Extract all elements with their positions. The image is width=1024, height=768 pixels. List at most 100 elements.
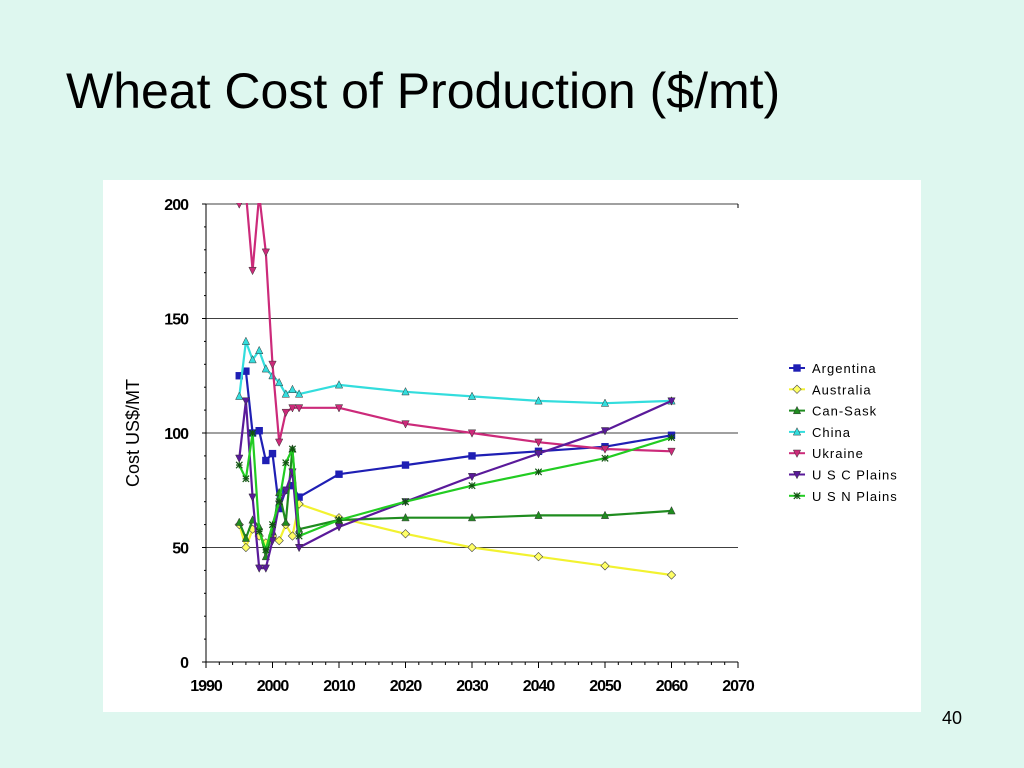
- data-point-ukraine: [334, 404, 344, 413]
- chart-panel: 0 50 100 150 200 1990 2000 2010 2020 2030 2040 205…: [103, 180, 921, 712]
- legend-label-china: China: [812, 425, 851, 440]
- data-point-can-sask: [241, 533, 251, 542]
- data-point-u-s-c-plains: [467, 473, 477, 482]
- data-point-u-s-c-plains: [534, 450, 543, 459]
- series-line-ukraine: [238, 203, 672, 453]
- y-tick-label: 50: [172, 541, 189, 558]
- data-point-china: [467, 391, 477, 400]
- data-point-china: [401, 387, 410, 396]
- data-point-australia: [287, 531, 298, 541]
- x-tick-label: 2040: [523, 678, 556, 695]
- data-point-china: [600, 398, 610, 407]
- legend-item-can-sask: Can-Sask: [789, 404, 876, 419]
- data-point-china: [294, 389, 304, 398]
- data-point-ukraine: [401, 420, 410, 429]
- data-point-u-s-n-plains: [275, 498, 283, 506]
- legend-label-u-s-c-plains: U S C Plains: [812, 468, 898, 483]
- page-number: 40: [942, 708, 963, 728]
- data-point-u-s-n-plains-stroke: [401, 498, 410, 506]
- data-point-u-s-n-plains-stroke: [295, 532, 303, 540]
- data-point-argentina: [401, 461, 410, 469]
- legend-label-australia: Australia: [812, 382, 872, 397]
- data-point-u-s-n-plains-stroke: [601, 454, 609, 462]
- series-line-argentina: [238, 370, 672, 510]
- data-point-ukraine: [534, 438, 543, 447]
- data-point-u-s-n-plains: [255, 527, 263, 536]
- data-point-ukraine: [248, 266, 257, 276]
- data-point-u-s-n-plains-stroke: [468, 482, 476, 490]
- data-point-u-s-n-plains: [248, 429, 257, 437]
- data-point-ukraine: [600, 445, 610, 454]
- data-point-ukraine: [294, 404, 304, 413]
- data-point-australia: [666, 570, 677, 580]
- data-point-u-s-n-plains: [601, 454, 609, 462]
- series-line-china: [238, 340, 672, 405]
- series-china: [235, 336, 676, 407]
- data-point-u-s-c-plains: [294, 544, 304, 553]
- data-point-u-s-c-plains: [255, 564, 264, 573]
- data-point-u-s-c-plains: [235, 454, 244, 463]
- data-point-china: [534, 396, 543, 405]
- legend-marker-u-s-c-plains: [792, 471, 802, 480]
- x-tick-label: 2060: [656, 678, 689, 695]
- x-tick-label: 2010: [323, 678, 356, 695]
- data-point-can-sask: [401, 512, 410, 522]
- data-point-china: [241, 336, 251, 345]
- y-axis-title: Cost US$/MT: [123, 379, 143, 487]
- legend: Argentina Australia Can-Sask China Ukraine U …: [789, 361, 898, 504]
- legend-marker-china: [792, 427, 802, 436]
- data-point-argentina: [335, 470, 343, 478]
- data-point-australia: [274, 536, 284, 546]
- data-point-u-s-n-plains: [401, 498, 410, 506]
- y-tick-label: 200: [164, 197, 189, 214]
- data-point-china: [255, 345, 264, 355]
- data-point-u-s-n-plains: [667, 433, 676, 442]
- data-point-ukraine: [268, 360, 277, 370]
- line-chart: 0 50 100 150 200 1990 2000 2010 2020 2030 2040 205…: [123, 197, 898, 695]
- data-point-china: [288, 384, 297, 393]
- series-line-can-sask: [238, 447, 672, 558]
- data-point-china: [261, 364, 270, 373]
- data-point-can-sask: [667, 506, 676, 515]
- legend-marker-australia: [792, 384, 802, 394]
- data-point-argentina: [268, 449, 277, 458]
- data-point-u-s-c-plains: [667, 397, 676, 406]
- data-point-u-s-n-plains-stroke: [255, 527, 263, 536]
- data-point-can-sask: [467, 512, 477, 522]
- data-point-u-s-n-plains: [235, 461, 243, 469]
- data-point-can-sask: [235, 517, 244, 526]
- data-point-u-s-n-plains: [262, 546, 270, 554]
- x-tick-label: 2070: [722, 678, 755, 695]
- slide-title: Wheat Cost of Production ($/mt): [66, 63, 781, 119]
- data-point-u-s-n-plains: [468, 482, 476, 490]
- data-point-china: [248, 354, 257, 364]
- series-u-s-c-plains: [235, 397, 676, 573]
- x-tick-label: 2050: [589, 678, 622, 695]
- data-point-can-sask: [281, 517, 290, 526]
- data-point-china: [235, 391, 244, 400]
- x-tick-label: 2030: [456, 678, 489, 695]
- data-point-u-s-c-plains: [600, 427, 610, 436]
- data-point-u-s-n-plains-stroke: [242, 475, 250, 483]
- data-point-u-s-c-plains: [268, 537, 277, 546]
- data-point-ukraine: [261, 248, 270, 257]
- data-point-ukraine: [288, 404, 297, 413]
- legend-label-argentina: Argentina: [812, 361, 877, 376]
- series-layer: [234, 203, 677, 580]
- series-line-u-s-c-plains: [238, 399, 672, 570]
- y-tick-label: 0: [180, 655, 189, 672]
- series-australia: [234, 499, 677, 580]
- legend-marker-u-s-n-plains-stroke: [793, 492, 801, 500]
- data-point-u-s-n-plains: [534, 468, 543, 476]
- series-line-u-s-n-plains: [238, 431, 672, 551]
- x-tick-label: 2000: [257, 678, 290, 695]
- data-point-u-s-n-plains: [282, 459, 290, 467]
- data-point-u-s-c-plains: [261, 564, 270, 573]
- x-tick-label: 2020: [390, 678, 423, 695]
- data-point-china: [275, 377, 284, 387]
- legend-marker-u-s-n-plains: [793, 492, 801, 500]
- legend-marker-argentina: [793, 364, 801, 372]
- data-point-ukraine: [236, 203, 243, 209]
- data-point-u-s-n-plains-stroke: [335, 516, 343, 524]
- data-point-u-s-c-plains: [281, 486, 290, 496]
